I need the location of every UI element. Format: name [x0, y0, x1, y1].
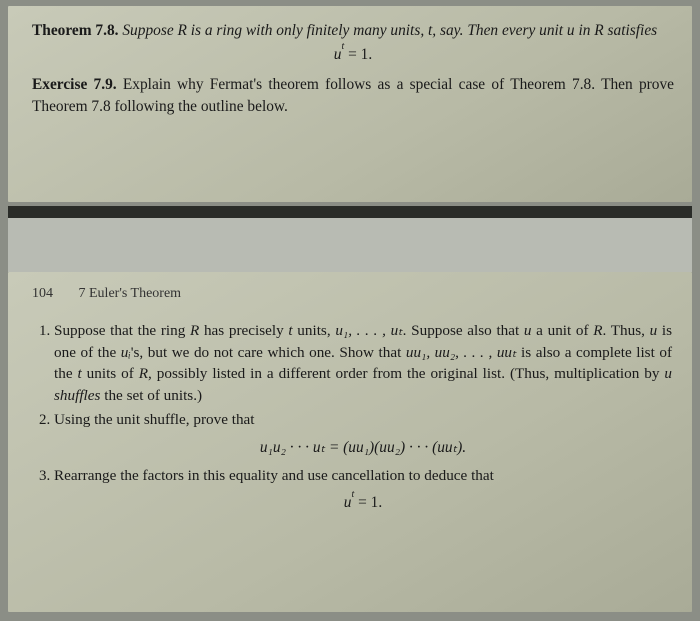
s3-base: u	[344, 494, 352, 511]
exercise-body: Explain why Fermat's theorem follows as …	[32, 76, 674, 115]
uu-list: uu₁, uu₂, . . . , uuₜ	[406, 344, 517, 361]
s3-rhs: = 1.	[354, 494, 382, 511]
bottom-page-panel: 104 7 Euler's Theorem Suppose that the r…	[8, 272, 692, 612]
eq-base: u	[334, 46, 342, 63]
shuffles: shuffles	[54, 387, 100, 404]
top-page-panel: Theorem 7.8. Suppose R is a ring with on…	[8, 6, 692, 202]
step-2: Using the unit shuffle, prove that u₁u₂ …	[54, 409, 672, 458]
eq-rhs: = 1.	[344, 46, 372, 63]
step2-equation: u₁u₂ · · · uₜ = (uu₁)(uu₂) · · · (uuₜ).	[54, 437, 672, 459]
t12: the set of units.)	[100, 387, 202, 404]
eq-sup: t	[342, 41, 345, 52]
var-R3: R	[139, 365, 148, 382]
step-1: Suppose that the ring R has precisely t …	[54, 320, 672, 406]
proof-outline-list: Suppose that the ring R has precisely t …	[32, 320, 672, 514]
var-R: R	[190, 322, 199, 339]
t10: units of	[82, 365, 139, 382]
page-gap-shadow	[8, 206, 692, 218]
chapter-title: 7 Euler's Theorem	[79, 286, 182, 301]
step3-equation: ut = 1.	[54, 492, 672, 514]
theorem-label: Theorem 7.8.	[32, 22, 119, 39]
t11: , possibly listed in a different order f…	[148, 365, 664, 382]
var-u3: u	[664, 365, 672, 382]
page-number: 104	[32, 286, 53, 301]
t6: . Thus,	[603, 322, 650, 339]
theorem-body: Suppose R is a ring with only finitely m…	[122, 22, 657, 39]
theorem-7-8: Theorem 7.8. Suppose R is a ring with on…	[32, 20, 674, 42]
var-u1: u	[524, 322, 532, 339]
step2-eq: u₁u₂ · · · uₜ = (uu₁)(uu₂) · · · (uuₜ).	[260, 439, 466, 456]
exercise-label: Exercise 7.9.	[32, 76, 117, 93]
step3-text: Rearrange the factors in this equality a…	[54, 467, 494, 484]
unit-list: u₁, . . . , uₜ	[335, 322, 402, 339]
page-gap	[8, 218, 692, 272]
t1: Suppose that the ring	[54, 322, 190, 339]
running-header: 104 7 Euler's Theorem	[32, 286, 672, 302]
t5: a unit of	[532, 322, 594, 339]
var-ui: uᵢ	[121, 344, 131, 361]
t4: . Suppose also that	[403, 322, 524, 339]
step-3: Rearrange the factors in this equality a…	[54, 465, 672, 515]
t3: units,	[293, 322, 336, 339]
exercise-7-9: Exercise 7.9. Explain why Fermat's theor…	[32, 74, 674, 118]
t2: has precisely	[199, 322, 288, 339]
t8: 's, but we do not care which one. Show t…	[131, 344, 406, 361]
s3-sup: t	[352, 489, 355, 500]
var-R2: R	[593, 322, 602, 339]
step2-text: Using the unit shuffle, prove that	[54, 411, 255, 428]
theorem-equation: ut = 1.	[32, 45, 674, 64]
